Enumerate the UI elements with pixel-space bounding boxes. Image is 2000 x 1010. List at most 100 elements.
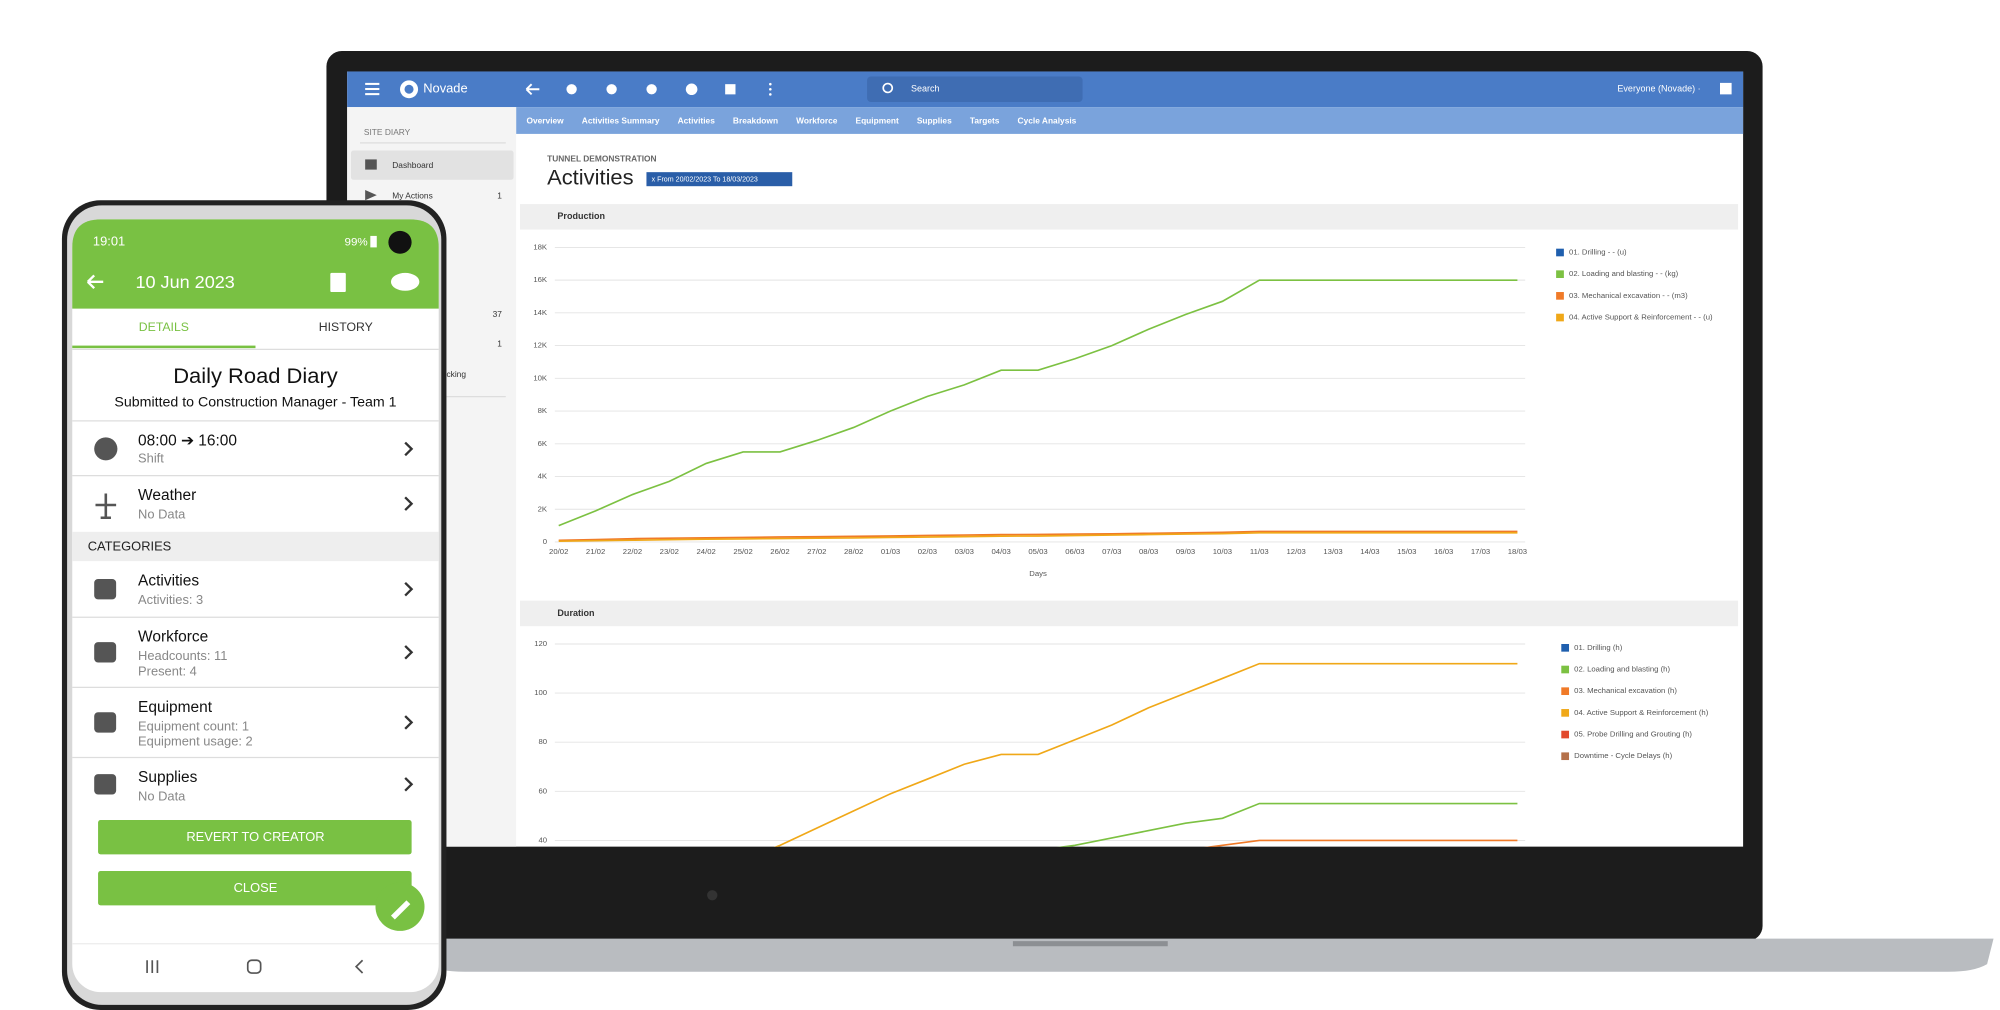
- x-tick-label: 27/02: [807, 547, 826, 556]
- page-title: Activities: [547, 164, 634, 189]
- battery: 99%: [345, 236, 368, 248]
- x-tick-label: 22/02: [623, 547, 642, 556]
- sidebar-item[interactable]: Dashboard: [392, 160, 433, 170]
- sidebar-section: SITE DIARY: [364, 127, 411, 137]
- list-label[interactable]: Equipment: [138, 699, 213, 716]
- y-tick-label: 80: [538, 737, 547, 746]
- panel-title: Duration: [557, 608, 594, 618]
- edit-icon: [390, 900, 411, 920]
- x-tick-label: 14/03: [1360, 547, 1379, 556]
- button-label: CLOSE: [234, 880, 278, 895]
- y-tick-label: 12K: [533, 341, 548, 350]
- user[interactable]: Everyone (Novade) ·: [1617, 84, 1700, 94]
- legend-label: 01. Drilling (h): [1574, 643, 1623, 652]
- tab[interactable]: DETAILS: [139, 320, 189, 334]
- nav-tab[interactable]: Activities: [678, 115, 716, 125]
- button[interactable]: [98, 819, 412, 855]
- search-box[interactable]: [867, 76, 1083, 103]
- y-tick-label: 8K: [538, 406, 548, 415]
- list-icon: [94, 712, 117, 733]
- nav-tab[interactable]: Supplies: [917, 115, 952, 125]
- front-camera: [388, 230, 412, 254]
- sidebar-count: 1: [497, 339, 502, 349]
- sidebar-count: 37: [493, 309, 503, 319]
- legend-label: 03. Mechanical excavation - - (m3): [1569, 291, 1688, 300]
- section-bar: [72, 531, 439, 562]
- date: 10 Jun 2023: [135, 272, 234, 292]
- weather-sub: No Data: [138, 507, 186, 522]
- x-tick-label: 20/02: [549, 547, 568, 556]
- nav-tab[interactable]: Breakdown: [733, 115, 778, 125]
- button-label: REVERT TO CREATOR: [186, 829, 324, 844]
- y-tick-label: 10K: [533, 373, 548, 382]
- back-icon[interactable]: [86, 274, 104, 290]
- y-tick-label: 0: [543, 537, 547, 546]
- nav-tab[interactable]: Targets: [970, 115, 1000, 125]
- x-axis-label: Days: [1029, 569, 1047, 578]
- list-label[interactable]: Supplies: [138, 769, 198, 786]
- series-line: [558, 530, 1518, 542]
- series-line: [774, 662, 1518, 847]
- sidebar-item[interactable]: My Actions: [392, 191, 433, 201]
- weather-icon: [95, 493, 117, 520]
- cloud-icon[interactable]: [390, 272, 420, 291]
- x-tick-label: 26/02: [770, 547, 789, 556]
- y-tick-label: 4K: [538, 472, 548, 481]
- button[interactable]: [98, 870, 412, 906]
- y-tick-label: 18K: [533, 242, 548, 251]
- tab-bar: [516, 107, 1744, 134]
- account-icon[interactable]: [1720, 82, 1732, 95]
- y-tick-label: 60: [538, 786, 547, 795]
- nav-tab[interactable]: Activities Summary: [582, 115, 660, 125]
- x-tick-label: 10/03: [1213, 547, 1232, 556]
- list-sub: Equipment count: 1: [138, 718, 249, 733]
- list-icon: [94, 578, 117, 600]
- diary-subtitle: Submitted to Construction Manager - Team…: [114, 394, 396, 410]
- legend-label: 03. Mechanical excavation (h): [1574, 686, 1677, 695]
- nav-bar: [146, 959, 364, 974]
- x-tick-label: 08/03: [1139, 547, 1158, 556]
- y-tick-label: 40: [538, 835, 547, 844]
- chevron: [404, 715, 414, 730]
- nav-tab[interactable]: Equipment: [855, 115, 899, 125]
- x-tick-label: 02/03: [918, 547, 937, 556]
- legend-label: 01. Drilling - - (u): [1569, 248, 1627, 257]
- chevron: [404, 441, 414, 457]
- y-tick-label: 14K: [533, 308, 548, 317]
- legend-label: 05. Probe Drilling and Grouting (h): [1574, 730, 1692, 739]
- menu-icon: [365, 82, 380, 96]
- tab[interactable]: HISTORY: [319, 320, 373, 334]
- legend-swatch: [1556, 270, 1564, 279]
- chevron: [404, 777, 414, 792]
- legend-swatch: [1556, 292, 1564, 300]
- list-sub: Equipment usage: 2: [138, 734, 253, 749]
- panel-title: Production: [557, 211, 605, 221]
- clock-icon: [94, 437, 118, 461]
- sidebar-item: cking: [446, 369, 466, 379]
- screen: [347, 71, 1744, 847]
- series-line: [558, 531, 1518, 543]
- filter-chip[interactable]: [646, 172, 793, 187]
- nav-tab[interactable]: Workforce: [796, 115, 838, 125]
- x-tick-label: 04/03: [992, 547, 1011, 556]
- shift-time: 08:00 ➔ 16:00: [138, 432, 237, 449]
- chevron: [404, 581, 414, 597]
- y-tick-label: 120: [534, 639, 547, 648]
- weather: Weather: [138, 487, 196, 504]
- list-label[interactable]: Workforce: [138, 629, 208, 646]
- nav-tab[interactable]: Cycle Analysis: [1018, 115, 1077, 125]
- x-tick-label: 23/02: [660, 547, 679, 556]
- legend-swatch: [1556, 248, 1564, 257]
- legend-swatch: [1561, 709, 1570, 717]
- delete-icon[interactable]: [330, 272, 346, 293]
- x-tick-label: 15/03: [1397, 547, 1416, 556]
- x-tick-label: 28/02: [844, 547, 863, 556]
- list-label[interactable]: Activities: [138, 573, 199, 590]
- x-tick-label: 05/03: [1028, 547, 1047, 556]
- x-tick-label: 09/03: [1176, 547, 1195, 556]
- x-tick-label: 07/03: [1102, 547, 1121, 556]
- series-line: [558, 279, 1518, 527]
- nav-tab[interactable]: Overview: [526, 115, 564, 125]
- legend-swatch: [1556, 313, 1564, 322]
